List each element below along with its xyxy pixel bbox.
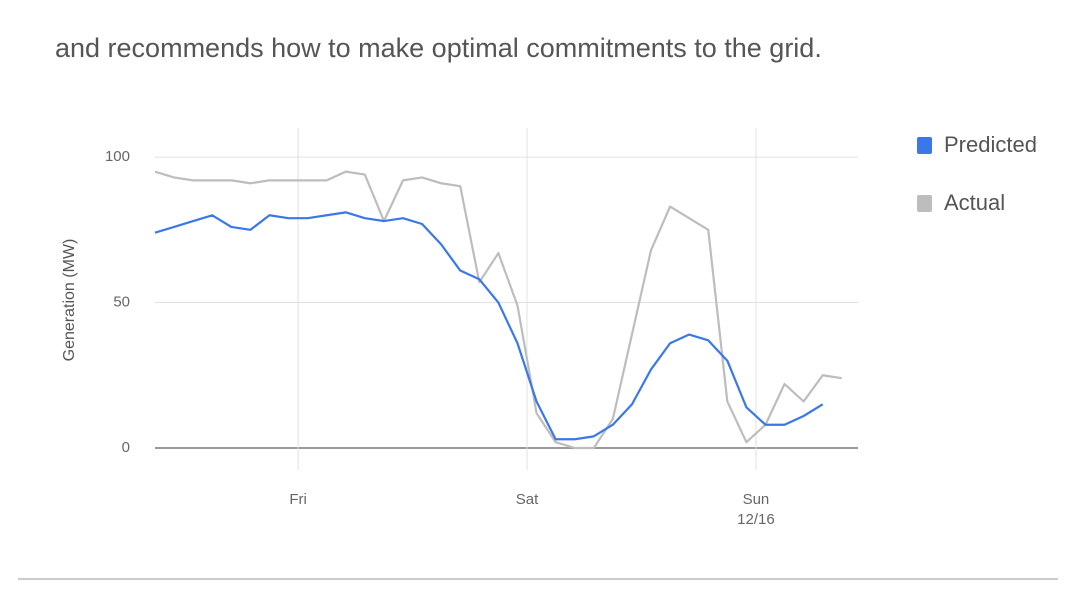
x-tick-line: 12/16 [737, 511, 775, 528]
header-text: and recommends how to make optimal commi… [55, 33, 822, 63]
legend-label: Actual [944, 190, 1005, 215]
series-line [154, 170, 842, 450]
legend-swatch [917, 195, 932, 212]
y-tick-label: 50 [113, 294, 130, 311]
series-line [154, 211, 824, 441]
y-tick-label: 100 [105, 148, 130, 165]
y-tick-label: 0 [122, 439, 130, 456]
x-tick-line: Fri [289, 491, 307, 508]
x-tick-label: Sat [516, 491, 539, 508]
legend-label: Predicted [944, 132, 1037, 157]
x-tick-label: Sun 12/16 [737, 491, 775, 528]
x-tick-line: Sun [743, 491, 770, 508]
x-tick-line: Sat [516, 491, 539, 508]
x-tick-label: Fri [289, 491, 307, 508]
legend-swatch [917, 137, 932, 154]
y-axis-label: Generation (MW) [61, 239, 78, 362]
